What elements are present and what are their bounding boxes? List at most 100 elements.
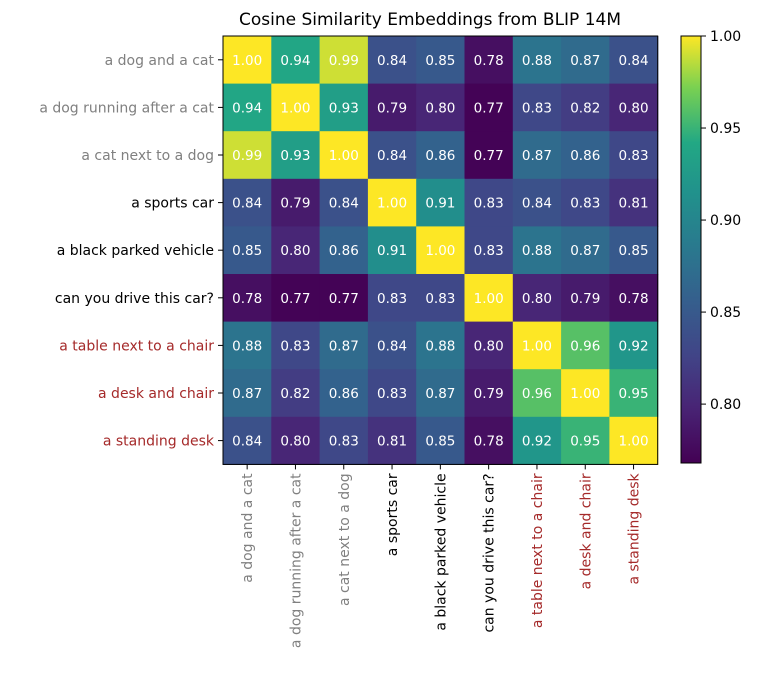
heatmap-cell: [561, 369, 610, 418]
y-axis: a dog and a cat a dog running after a cat…: [39, 53, 223, 450]
heatmap-cell: [319, 274, 369, 323]
cell-value-label: 0.83: [280, 338, 310, 354]
heatmap-cell: [561, 274, 610, 323]
cell-value-label: 0.94: [280, 53, 310, 69]
cell-value-label: 1.00: [232, 53, 262, 69]
heatmap-cell: [319, 416, 369, 465]
heatmap-cell: [609, 369, 659, 418]
cell-value-label: 0.78: [232, 291, 262, 307]
cell-value-label: 0.85: [425, 434, 455, 450]
cell-value-label: 0.84: [232, 434, 262, 450]
heatmap-cell: [464, 369, 514, 418]
cell-value-label: 0.84: [522, 196, 552, 212]
cell-value-label: 0.96: [522, 386, 552, 402]
y-tick-label: a cat next to a dog: [81, 148, 214, 164]
heatmap-cell: [367, 36, 417, 85]
cell-value-label: 1.00: [280, 100, 310, 116]
heatmap-cell: [464, 178, 514, 227]
cell-value-label: 0.96: [570, 338, 600, 354]
chart-title: Cosine Similarity Embeddings from BLIP 1…: [239, 10, 621, 30]
cell-value-label: 1.00: [619, 434, 649, 450]
heatmap-cell: [561, 416, 610, 465]
heatmap-cell: [512, 226, 562, 275]
cell-value-label: 0.80: [474, 338, 504, 354]
heatmap-cell: [609, 321, 659, 370]
x-tick-label: a desk and chair: [578, 473, 594, 589]
cell-value-label: 0.87: [425, 386, 455, 402]
cell-value-label: 0.83: [474, 243, 504, 259]
heatmap-cell: [271, 83, 321, 132]
cell-value-label: 0.83: [377, 386, 407, 402]
cell-value-label: 0.87: [522, 148, 552, 164]
heatmap-cell: [464, 83, 514, 132]
cell-value-label: 0.99: [329, 53, 359, 69]
cell-value-label: 0.93: [280, 148, 310, 164]
cell-value-label: 1.00: [570, 386, 600, 402]
y-tick-label: a sports car: [131, 196, 214, 212]
x-axis: a dog and a cat a dog running after a cat…: [240, 464, 643, 648]
heatmap-cell: [367, 369, 417, 418]
cell-value-label: 0.87: [570, 243, 600, 259]
x-tick-label: can you drive this car?: [482, 473, 498, 632]
cell-value-label: 0.85: [619, 243, 649, 259]
cell-value-label: 0.92: [619, 338, 649, 354]
cell-value-label: 0.80: [522, 291, 552, 307]
heatmap-cell: [319, 178, 369, 227]
heatmap-cell: [609, 416, 659, 465]
cell-value-label: 0.88: [232, 338, 262, 354]
heatmap-cell: [367, 226, 417, 275]
cell-value-label: 0.82: [570, 100, 600, 116]
cell-value-label: 0.84: [377, 338, 407, 354]
heatmap-cell: [271, 226, 321, 275]
cell-value-label: 0.95: [570, 434, 600, 450]
cell-value-label: 0.83: [329, 434, 359, 450]
heatmap-cell: [367, 416, 417, 465]
cell-value-label: 0.95: [619, 386, 649, 402]
heatmap-cell: [416, 131, 466, 180]
x-tick-label: a standing desk: [627, 473, 643, 585]
heatmap-cell: [561, 131, 610, 180]
heatmap-cell: [367, 83, 417, 132]
cell-value-label: 0.91: [425, 196, 455, 212]
y-tick-label: a black parked vehicle: [57, 243, 214, 259]
cell-value-label: 0.88: [522, 243, 552, 259]
cell-value-label: 0.78: [474, 434, 504, 450]
x-tick-label: a dog and a cat: [240, 473, 256, 583]
heatmap-cell: [319, 131, 369, 180]
x-tick-label: a cat next to a dog: [337, 473, 353, 606]
colorbar-tick-label: 0.80: [710, 397, 741, 413]
y-tick-label: can you drive this car?: [55, 291, 214, 307]
cell-value-label: 0.84: [232, 196, 262, 212]
cell-value-label: 1.00: [522, 338, 552, 354]
cell-value-label: 0.77: [329, 291, 359, 307]
heatmap-cell: [416, 321, 466, 370]
cell-value-label: 0.92: [522, 434, 552, 450]
heatmap-cell: [561, 83, 610, 132]
cell-value-label: 0.93: [329, 100, 359, 116]
cell-value-label: 0.83: [570, 196, 600, 212]
cell-value-label: 0.77: [474, 148, 504, 164]
x-tick-label: a black parked vehicle: [433, 473, 449, 630]
heatmap-cell: [319, 83, 369, 132]
heatmap-cell: [416, 178, 466, 227]
cell-value-label: 0.84: [377, 53, 407, 69]
cell-value-label: 0.80: [280, 243, 310, 259]
colorbar-gradient: [680, 35, 702, 464]
heatmap-cell: [464, 416, 514, 465]
cell-value-label: 0.86: [329, 243, 359, 259]
heatmap-cell-labels: 1.00 0.94 0.99 0.84 0.85 0.78 0.88 0.87 0.84 0.94…: [232, 53, 648, 450]
heatmap-cell: [223, 226, 272, 275]
cell-value-label: 0.87: [232, 386, 262, 402]
heatmap-cell: [464, 274, 514, 323]
cell-value-label: 0.83: [522, 100, 552, 116]
heatmap-cell: [223, 131, 272, 180]
cell-value-label: 0.83: [474, 196, 504, 212]
heatmap-cell: [561, 321, 610, 370]
heatmap-cell: [609, 83, 659, 132]
heatmap-cell: [223, 178, 272, 227]
heatmap-cell: [416, 416, 466, 465]
heatmap-cell: [223, 416, 272, 465]
heatmap-cell: [416, 83, 466, 132]
colorbar-tick-label: 0.90: [710, 213, 741, 229]
heatmap-cell: [319, 36, 369, 85]
